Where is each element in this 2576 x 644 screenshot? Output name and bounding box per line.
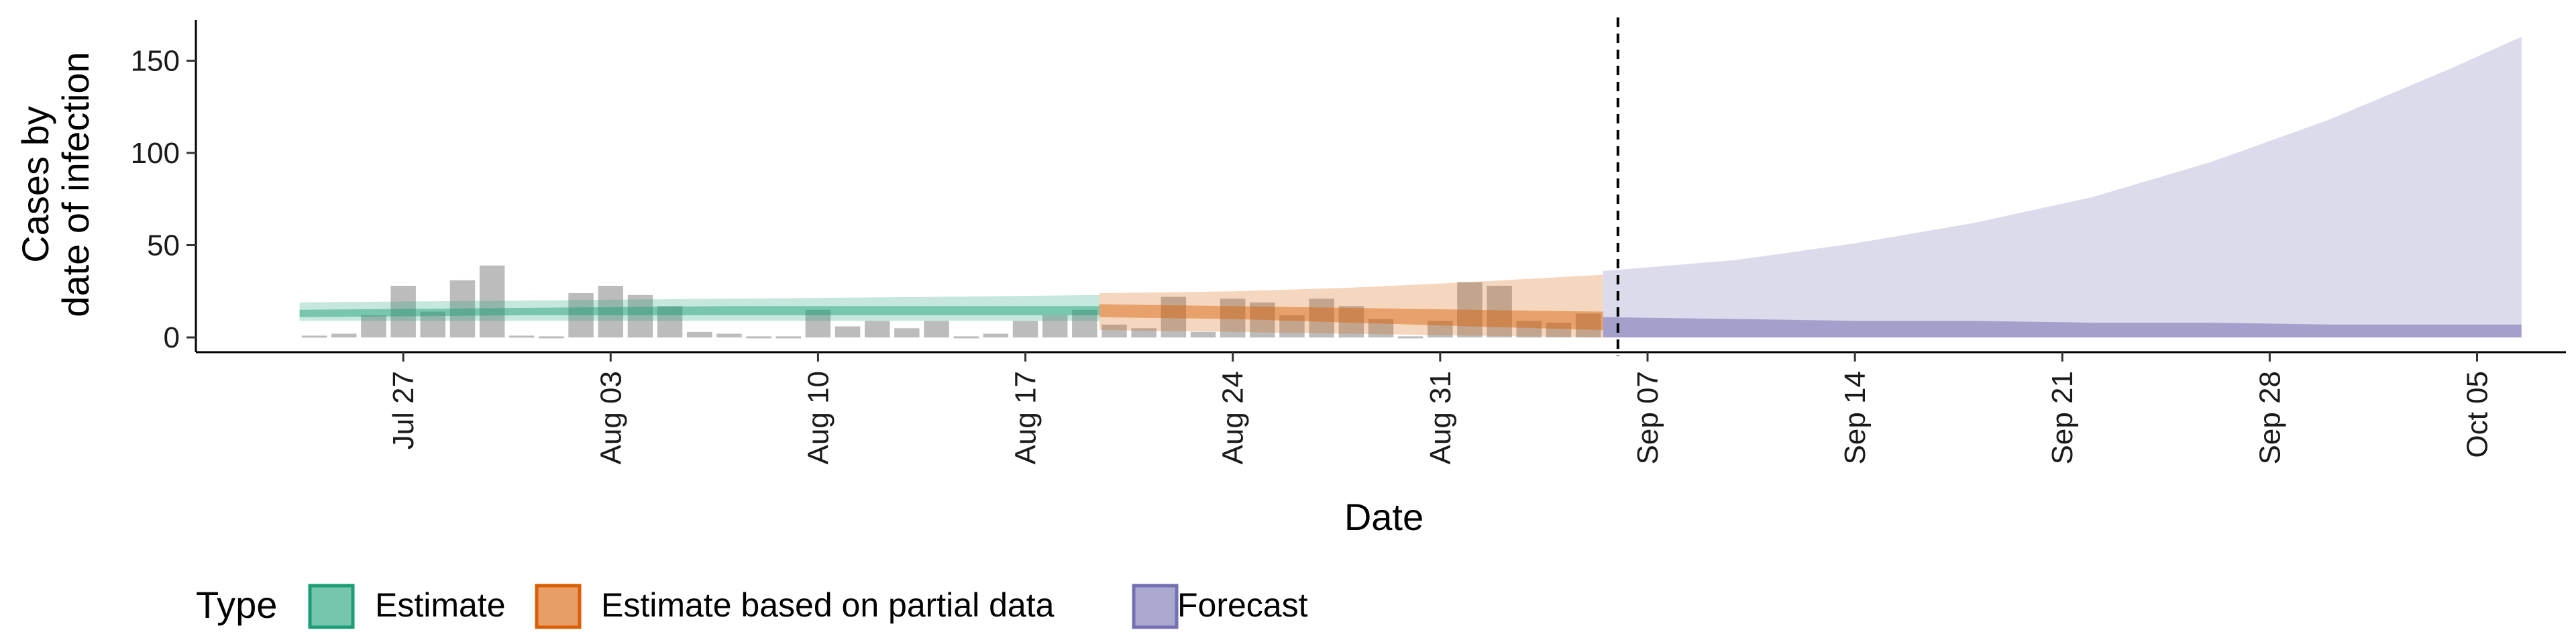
observed-case-bar	[1397, 336, 1424, 339]
observed-case-bar	[1072, 309, 1097, 338]
observed-case-bar	[1575, 313, 1601, 338]
legend-label-forecast: Forecast	[1177, 586, 1308, 624]
x-tick-label: Sep 14	[1839, 371, 1872, 464]
observed-case-bar	[894, 328, 920, 338]
observed-case-bar	[1042, 315, 1068, 337]
observed-case-bar	[479, 265, 505, 338]
legend-key-estimate	[308, 584, 355, 629]
observed-case-bar	[1546, 323, 1572, 337]
plot-area	[299, 17, 2522, 356]
observed-case-bar	[1161, 297, 1187, 337]
observed-case-bar	[361, 315, 386, 337]
observed-case-bar	[983, 333, 1009, 337]
y-tick-label: 50	[147, 229, 180, 262]
observed-case-bar	[1012, 321, 1038, 338]
x-tick-label: Sep 07	[1631, 371, 1664, 464]
series-partial-inner-band	[1099, 304, 1603, 330]
observed-case-bar	[835, 326, 861, 337]
series-estimate-inner-band	[299, 306, 1100, 317]
y-axis-title-group: Cases by date of infection	[14, 52, 97, 317]
axes: 0 50 100 150 Jul 27 Aug 03 Aug 10 Aug 17 Aug 24 A…	[131, 20, 2566, 464]
x-tick-label: Aug 03	[594, 371, 627, 464]
observed-case-bar	[953, 336, 979, 339]
x-tick-label: Jul 27	[387, 371, 420, 449]
x-tick-label: Oct 05	[2461, 371, 2494, 458]
observed-case-bar	[1220, 299, 1246, 338]
observed-case-bar	[1190, 331, 1216, 338]
observed-case-bar	[1131, 328, 1157, 338]
x-axis-title: Date	[1344, 496, 1424, 538]
observed-case-bar	[1102, 324, 1127, 338]
legend: Type Estimate Estimate based on partial …	[196, 584, 1308, 629]
observed-case-bar	[301, 335, 327, 338]
series-partial-outer-band	[1099, 274, 1603, 337]
observed-case-bar	[687, 331, 712, 338]
observed-case-bar	[1516, 321, 1542, 338]
observed-case-bar	[1368, 319, 1394, 337]
observed-case-bar	[598, 286, 623, 337]
series-estimate-outer-band	[299, 294, 1100, 321]
observed-case-bar	[1250, 302, 1275, 338]
x-tick-label: Aug 24	[1217, 371, 1250, 464]
legend-key-partial	[535, 584, 582, 629]
x-tick-label: Sep 28	[2253, 371, 2286, 464]
observed-case-bar	[805, 309, 831, 338]
observed-case-bar	[1279, 315, 1305, 337]
observed-case-bar	[509, 335, 535, 338]
observed-case-bar	[420, 311, 445, 337]
x-tick-label: Sep 21	[2046, 371, 2079, 464]
x-tick-label: Aug 31	[1424, 371, 1457, 464]
series-forecast-outer-band	[1603, 36, 2522, 338]
x-tick-label: Aug 10	[802, 371, 835, 464]
observed-case-bar	[1309, 299, 1334, 338]
y-axis-title-line-1: Cases by	[14, 106, 56, 262]
legend-label-partial: Estimate based on partial data	[601, 586, 1055, 624]
y-tick-label: 0	[164, 321, 180, 354]
observed-case-bar	[775, 336, 801, 339]
observed-case-bar	[331, 333, 357, 337]
legend-key-forecast	[1132, 584, 1179, 629]
observed-case-bar	[390, 286, 416, 337]
observed-case-bar	[716, 333, 742, 337]
observed-case-bar	[865, 321, 890, 338]
series-forecast-inner-band	[1603, 317, 2522, 337]
y-tick-label: 100	[131, 137, 180, 170]
y-axis-title-line-2: date of infection	[54, 52, 97, 317]
observed-case-bar	[1457, 282, 1483, 337]
legend-label-estimate: Estimate	[375, 586, 506, 624]
observed-case-bar	[1338, 306, 1364, 338]
observed-case-bar	[449, 280, 476, 338]
observed-case-bar	[539, 336, 564, 339]
observed-case-bar	[746, 336, 771, 339]
x-tick-label: Aug 17	[1010, 371, 1042, 464]
observed-case-bar	[627, 294, 653, 338]
legend-title: Type	[196, 584, 277, 626]
observed-case-bar	[924, 321, 949, 338]
observed-case-bar	[1487, 286, 1512, 337]
y-tick-label: 150	[131, 45, 180, 78]
observed-case-bar	[1428, 321, 1453, 338]
observed-case-bar	[657, 306, 683, 338]
observed-case-bar	[568, 293, 594, 337]
